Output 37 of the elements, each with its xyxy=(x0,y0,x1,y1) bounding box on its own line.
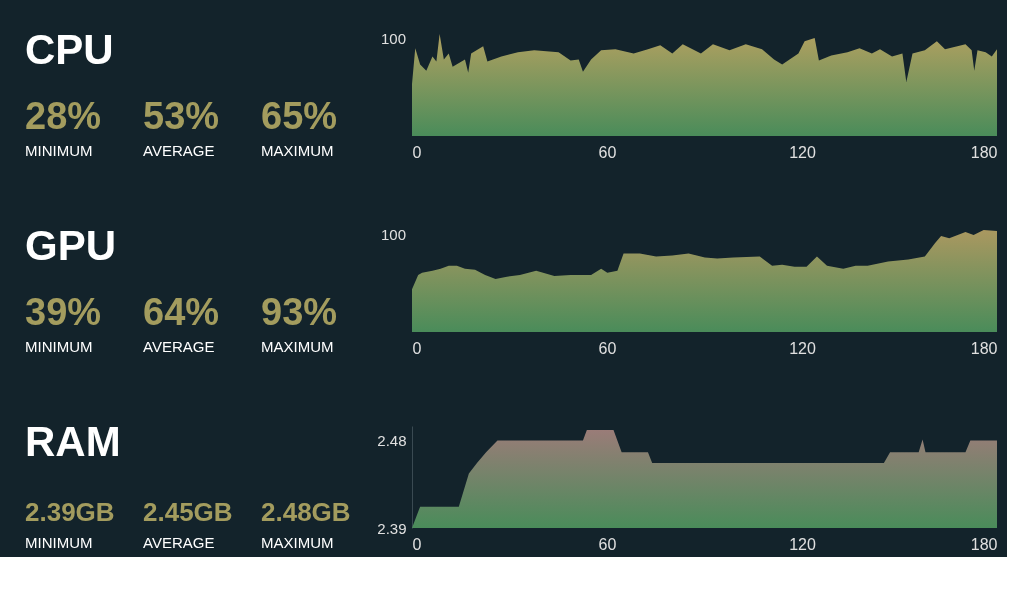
text: CPU xyxy=(25,26,114,73)
text: GPU xyxy=(25,222,117,269)
text: 2.45GB xyxy=(143,497,233,527)
text: 2.39GB xyxy=(25,497,115,527)
text: 39% xyxy=(25,291,102,333)
x-tick-label: 60 xyxy=(598,339,617,357)
text: 65% xyxy=(261,95,338,137)
text: MAXIMUM xyxy=(261,534,334,551)
text: MAXIMUM xyxy=(261,338,334,355)
x-tick-label: 60 xyxy=(598,143,617,161)
text: 93% xyxy=(261,291,338,333)
x-tick-label: 120 xyxy=(789,339,816,357)
y-tick-label: 2.48 xyxy=(377,432,407,450)
text: 2.48GB xyxy=(261,497,351,527)
text: MINIMUM xyxy=(25,338,93,355)
text: 28% xyxy=(25,95,102,137)
x-tick-label: 120 xyxy=(789,143,816,161)
x-tick-label: 0 xyxy=(412,535,422,553)
text: 100 xyxy=(380,226,406,243)
y-tick-label: 2.39 xyxy=(377,519,407,537)
x-tick-label: 60 xyxy=(598,535,617,553)
text: 64% xyxy=(143,291,220,333)
x-tick-label: 180 xyxy=(970,535,998,553)
x-tick-label: 0 xyxy=(412,143,422,161)
text: AVERAGE xyxy=(143,338,215,355)
text: RAM xyxy=(25,418,121,465)
x-tick-label: 120 xyxy=(789,535,816,553)
x-tick-label: 180 xyxy=(970,143,998,161)
text: MAXIMUM xyxy=(261,142,334,159)
text: MINIMUM xyxy=(25,534,93,551)
text: 53% xyxy=(143,95,220,137)
x-tick-label: 0 xyxy=(412,339,422,357)
text: AVERAGE xyxy=(143,534,215,551)
x-tick-label: 180 xyxy=(970,339,998,357)
text: 100 xyxy=(380,30,406,47)
text: AVERAGE xyxy=(143,142,215,159)
text: MINIMUM xyxy=(25,142,93,159)
